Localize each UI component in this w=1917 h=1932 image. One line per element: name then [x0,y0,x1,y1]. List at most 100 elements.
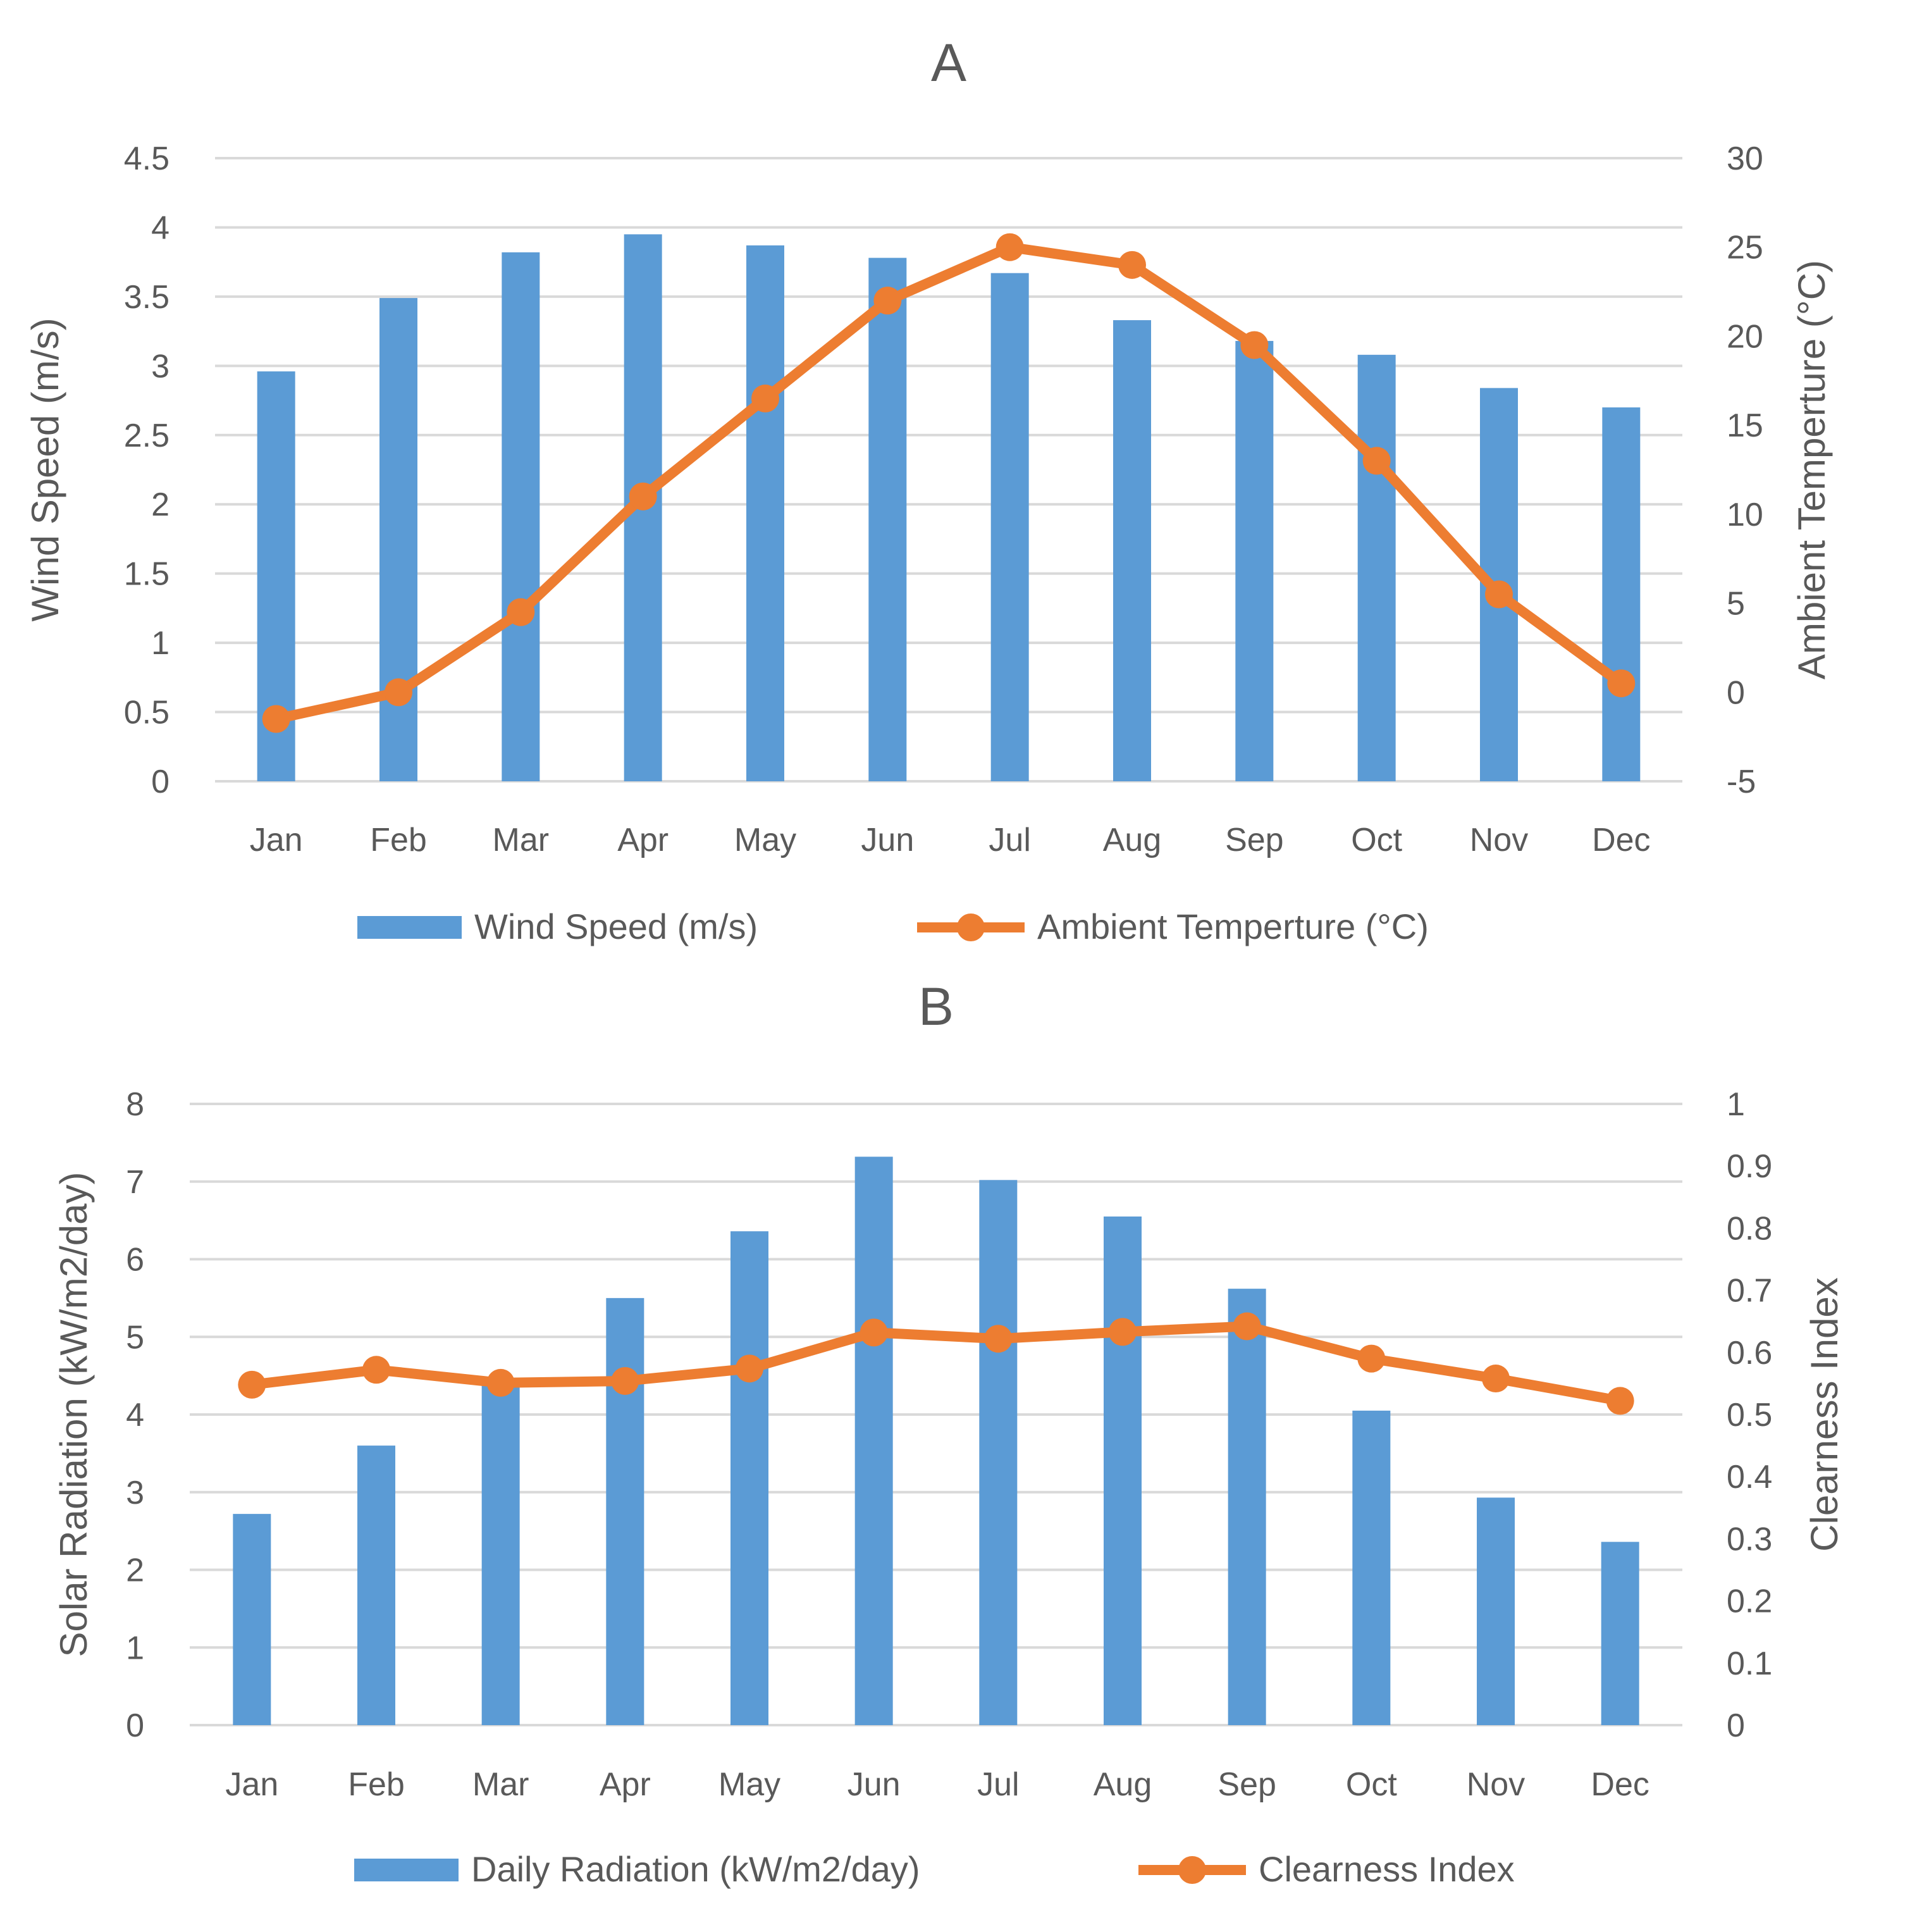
bar-sep [1235,340,1274,781]
line-point-aug [1109,1318,1137,1346]
y2-tick-label: 0.5 [1727,1397,1772,1434]
y-tick-label: 0 [151,764,170,800]
line-point-apr [629,482,657,511]
x-tick-label: Feb [348,1766,405,1803]
line-point-may [736,1354,763,1383]
series-line [247,1321,1625,1406]
x-tick-label: Jan [225,1766,278,1803]
y-tick-label: 2 [126,1552,144,1589]
line-point-jan [262,705,290,733]
line-point-oct [1357,1344,1386,1373]
x-tick-label: May [734,822,796,858]
y2-axis-title: Clearness Index [1803,1277,1846,1552]
y-tick-label: 0 [126,1707,144,1744]
line-point-aug [1118,251,1146,279]
y-tick-label: 3.5 [124,279,170,316]
x-tick-label: Oct [1351,822,1402,858]
line-point-sep [1233,1312,1261,1341]
bar-may [730,1231,768,1725]
y2-tick-label: 0.2 [1727,1583,1772,1620]
bar-feb [379,298,417,782]
legend-bar-swatch [357,916,462,939]
y2-tick-label: 15 [1727,407,1763,444]
x-tick-label: Jan [250,822,303,858]
legend: Wind Speed (m/s) Ambient Temperture (°C) [357,907,1429,946]
y2-tick-label: 10 [1727,497,1763,533]
line-point-feb [362,1356,390,1384]
y-tick-label: 7 [126,1164,144,1201]
x-tick-label: Dec [1592,822,1650,858]
x-tick-label: Oct [1346,1766,1397,1803]
line-point-mar [486,1368,515,1397]
x-tick-label: Jun [861,822,914,858]
line-point-jul [984,1325,1013,1353]
legend-line-marker [1178,1856,1206,1884]
y-tick-label: 2.5 [124,418,170,454]
x-tick-label: May [718,1766,780,1803]
x-tick-label: Aug [1094,1766,1152,1803]
x-tick-label: Nov [1467,1766,1525,1803]
bar-jul [990,273,1029,782]
y-tick-label: 8 [126,1086,144,1123]
bar-dec [1602,407,1641,781]
y-tick-label: 4 [126,1397,144,1434]
line-point-jul [995,233,1024,261]
bar-oct [1357,354,1396,781]
y2-tick-label: 0 [1727,1707,1745,1744]
x-tick-label: Apr [617,822,669,858]
x-tick-label: Jul [989,822,1030,858]
y2-tick-label: 0.1 [1727,1645,1772,1682]
x-tick-label: Jul [977,1766,1019,1803]
legend: Daily Radiation (kW/m2/day) Clearness Ind… [354,1849,1515,1889]
y-tick-label: 2 [151,486,170,523]
x-tick-label: Jun [848,1766,901,1803]
bar-oct [1352,1410,1391,1725]
line-point-nov [1482,1365,1510,1393]
y2-tick-label: 0.8 [1727,1210,1772,1247]
line-point-jun [873,287,902,315]
bar-apr [606,1297,644,1725]
legend-line-marker [957,913,985,941]
x-tick-label: Sep [1225,822,1284,858]
line-point-jan [238,1370,266,1399]
y-tick-label: 5 [126,1319,144,1356]
y2-tick-label: 25 [1727,230,1763,266]
x-tick-label: Mar [472,1766,529,1803]
y-tick-label: 3 [151,348,170,385]
x-tick-label: Nov [1470,822,1528,858]
x-tick-label: Apr [600,1766,651,1803]
line-point-apr [611,1366,639,1395]
legend-label: Wind Speed (m/s) [474,907,758,946]
bar-jan [233,1514,271,1725]
bar-jun [854,1156,893,1725]
bar-may [746,245,784,781]
line-point-oct [1362,447,1391,475]
y-axis-title: Wind Speed (m/s) [24,318,66,621]
bar-dec [1601,1542,1639,1725]
line-point-feb [385,678,412,707]
line-point-dec [1606,1387,1634,1415]
line-point-mar [507,598,535,626]
y2-axis-title: Ambient Temperture (°C) [1791,260,1833,679]
y-tick-label: 6 [126,1242,144,1279]
y-tick-label: 1.5 [124,556,170,593]
line-point-may [751,384,779,412]
chart-title: A [931,33,966,92]
y2-tick-label: 5 [1727,586,1745,622]
y-tick-label: 1 [126,1630,144,1666]
x-tick-label: Sep [1217,1766,1276,1803]
line-point-dec [1607,669,1636,698]
x-tick-label: Feb [370,822,427,858]
y2-tick-label: 0.7 [1727,1273,1772,1310]
y2-tick-label: -5 [1727,764,1756,800]
legend-label: Ambient Temperture (°C) [1037,907,1429,946]
chart-title: B [918,977,954,1036]
line-point-jun [860,1318,888,1347]
bar-mar [502,252,540,781]
x-tick-label: Dec [1591,1766,1649,1803]
y-axis-title: Solar Radiation (kW/m2/day) [52,1172,95,1657]
bar-aug [1104,1216,1142,1725]
series-line [271,242,1627,724]
y-tick-label: 1 [151,625,170,662]
